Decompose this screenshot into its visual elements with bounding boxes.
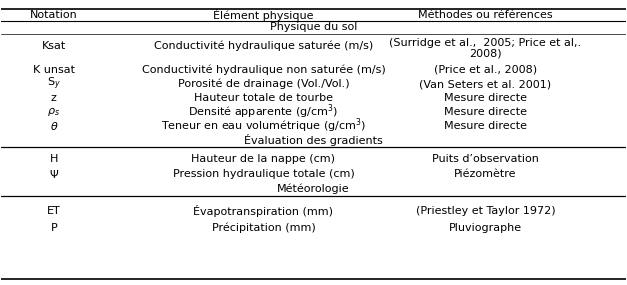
Text: Pression hydraulique totale (cm): Pression hydraulique totale (cm) <box>172 169 354 179</box>
Text: P: P <box>51 223 57 233</box>
Text: H: H <box>50 154 58 164</box>
Text: Méthodes ou références: Méthodes ou références <box>418 11 553 21</box>
Text: Physique du sol: Physique du sol <box>270 22 357 32</box>
Text: (Priestley et Taylor 1972): (Priestley et Taylor 1972) <box>416 205 556 215</box>
Text: (Van Seters et al. 2001): (Van Seters et al. 2001) <box>419 79 552 89</box>
Text: Mesure directe: Mesure directe <box>444 93 527 103</box>
Text: Mesure directe: Mesure directe <box>444 121 527 131</box>
Text: Mesure directe: Mesure directe <box>444 107 527 117</box>
Text: Pluviographe: Pluviographe <box>449 223 522 233</box>
Text: K unsat: K unsat <box>33 65 75 75</box>
Text: Conductivité hydraulique non saturée (m/s): Conductivité hydraulique non saturée (m/… <box>142 65 386 75</box>
Text: Conductivité hydraulique saturée (m/s): Conductivité hydraulique saturée (m/s) <box>154 41 373 51</box>
Text: Évapotranspiration (mm): Évapotranspiration (mm) <box>194 205 334 217</box>
Text: ET: ET <box>47 205 61 215</box>
Text: Météorologie: Météorologie <box>277 183 350 194</box>
Text: Hauteur de la nappe (cm): Hauteur de la nappe (cm) <box>191 154 335 164</box>
Text: z: z <box>51 93 57 103</box>
Text: (Price et al., 2008): (Price et al., 2008) <box>434 65 537 75</box>
Text: Teneur en eau volumétrique (g/cm$^3$): Teneur en eau volumétrique (g/cm$^3$) <box>161 117 366 135</box>
Text: S$_y$: S$_y$ <box>47 76 61 92</box>
Text: (Surridge et al.,  2005; Price et al,.: (Surridge et al., 2005; Price et al,. <box>389 38 582 48</box>
Text: Puits d’observation: Puits d’observation <box>432 154 539 164</box>
Text: Ksat: Ksat <box>42 41 66 51</box>
Text: $\rho_s$: $\rho_s$ <box>48 106 60 118</box>
Text: Piézomètre: Piézomètre <box>455 169 517 179</box>
Text: $\Psi$: $\Psi$ <box>49 168 59 180</box>
Text: Précipitation (mm): Précipitation (mm) <box>211 222 315 233</box>
Text: 2008): 2008) <box>469 48 502 58</box>
Text: $\theta$: $\theta$ <box>50 120 58 132</box>
Text: Évaluation des gradients: Évaluation des gradients <box>244 134 383 146</box>
Text: Notation: Notation <box>30 11 78 21</box>
Text: Élément physique: Élément physique <box>213 9 314 21</box>
Text: Porosité de drainage (Vol./Vol.): Porosité de drainage (Vol./Vol.) <box>177 79 349 89</box>
Text: Densité apparente (g/cm$^3$): Densité apparente (g/cm$^3$) <box>189 103 339 121</box>
Text: Hauteur totale de tourbe: Hauteur totale de tourbe <box>194 93 333 103</box>
